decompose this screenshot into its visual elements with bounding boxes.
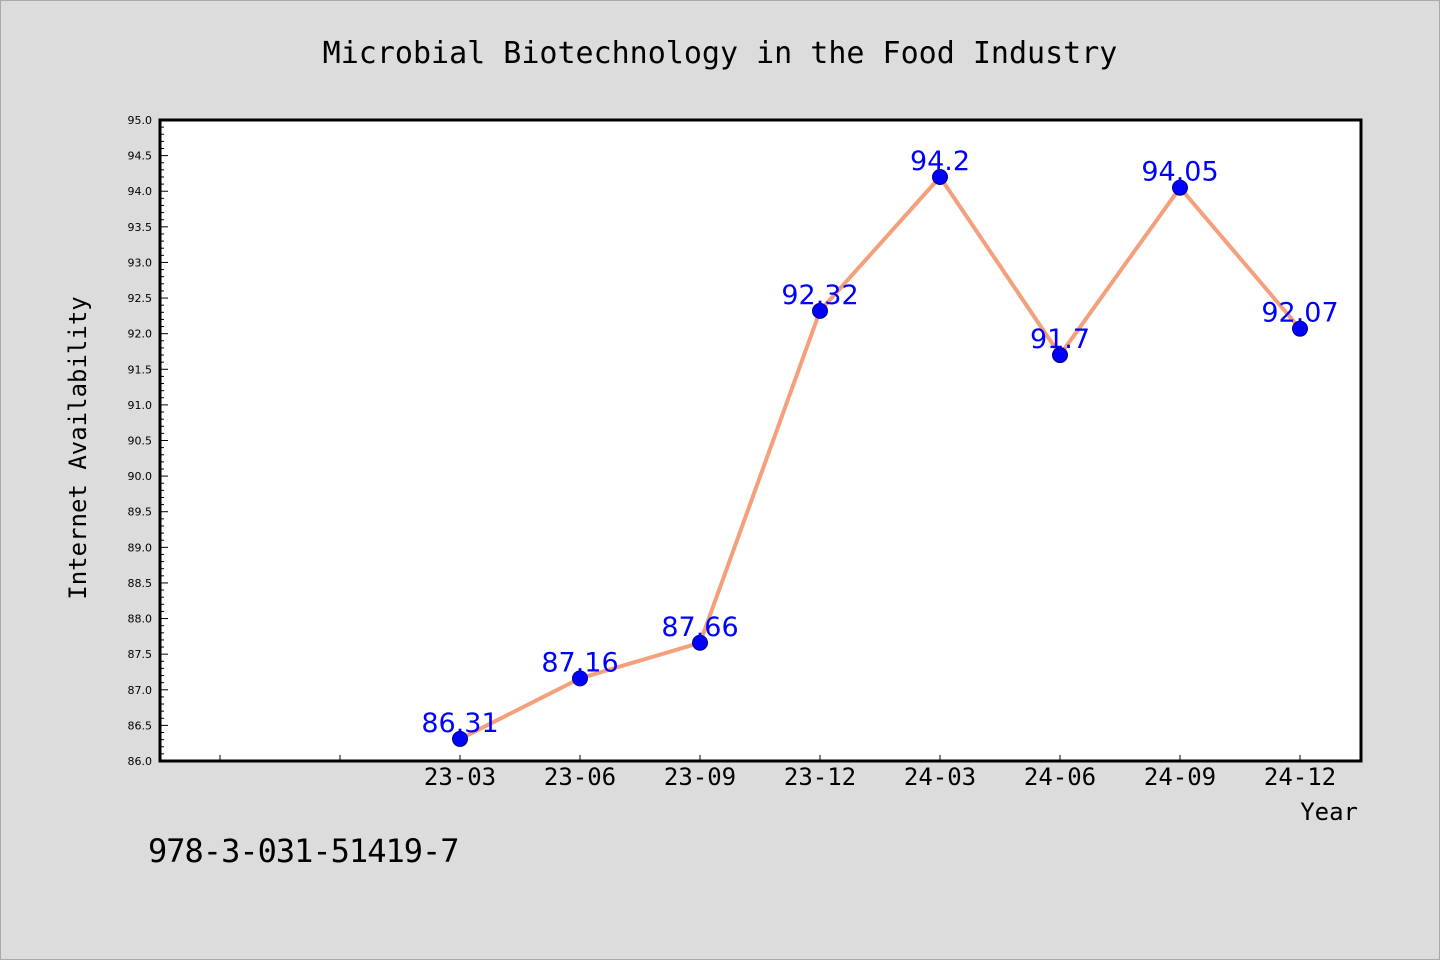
y-tick-label: 89.5 xyxy=(128,506,153,519)
data-label-layer: 86.31 87.16 87.66 92.32 94.2 91.7 94.05 92.07 xyxy=(421,146,1338,739)
data-point-marker xyxy=(1052,347,1068,364)
series-layer xyxy=(452,168,1308,747)
plot-area xyxy=(160,120,1361,761)
data-label: 92.32 xyxy=(781,280,858,311)
y-tick-label: 90.5 xyxy=(128,435,153,448)
y-tick-label: 94.5 xyxy=(128,150,153,163)
y-tick-label: 93.5 xyxy=(128,221,153,234)
y-tick-label: 88.0 xyxy=(128,613,153,626)
x-axis-label: Year xyxy=(1300,798,1358,826)
data-point-marker xyxy=(692,634,708,651)
data-point-marker xyxy=(452,730,468,747)
x-tick-label: 24-06 xyxy=(1024,763,1096,791)
footer-id-text: 978-3-031-51419-7 xyxy=(148,832,460,870)
y-tick-label: 87.5 xyxy=(128,648,153,661)
y-tick-label: 90.0 xyxy=(128,470,153,483)
x-tick-label: 24-12 xyxy=(1264,763,1336,791)
y-tick-label: 92.0 xyxy=(128,328,153,341)
y-tick-label: 89.0 xyxy=(128,541,153,554)
y-tick-label: 91.5 xyxy=(128,363,153,376)
x-tick-label: 23-12 xyxy=(784,763,856,791)
data-point-marker xyxy=(932,168,948,185)
data-label: 87.66 xyxy=(661,612,738,643)
plot-frame xyxy=(158,118,1363,763)
y-tick-labels: 86.0 86.5 87.0 87.5 88.0 88.5 89.0 89.5 90.0 90.5… xyxy=(128,114,153,768)
data-point-marker xyxy=(1172,179,1188,196)
y-tick-label: 86.5 xyxy=(128,719,153,732)
data-label: 94.2 xyxy=(910,146,970,177)
y-tick-label: 94.0 xyxy=(128,185,153,198)
data-label: 91.7 xyxy=(1030,324,1090,355)
x-tick-label: 23-03 xyxy=(424,763,496,791)
data-label: 92.07 xyxy=(1261,298,1338,329)
x-tick-label: 23-06 xyxy=(544,763,616,791)
data-point-marker xyxy=(1292,320,1308,337)
x-tick-label: 24-09 xyxy=(1144,763,1216,791)
x-tick-labels: 23-03 23-06 23-09 23-12 24-03 24-06 24-09 24-12 xyxy=(424,763,1336,791)
y-tick-label: 93.0 xyxy=(128,256,153,269)
x-tick-label: 23-09 xyxy=(664,763,736,791)
series-line xyxy=(459,174,1302,741)
y-tick-label: 91.0 xyxy=(128,399,153,412)
x-tick-label: 24-03 xyxy=(904,763,976,791)
y-tick-label: 87.0 xyxy=(128,684,153,697)
y-tick-label: 92.5 xyxy=(128,292,153,305)
data-point-marker xyxy=(572,670,588,687)
y-tick-label: 86.0 xyxy=(128,755,153,768)
data-label: 94.05 xyxy=(1141,157,1218,188)
chart-title: Microbial Biotechnology in the Food Indu… xyxy=(323,36,1118,71)
data-label: 87.16 xyxy=(541,647,618,678)
data-point-marker xyxy=(812,302,828,319)
y-axis-label: Internet Availability xyxy=(64,296,92,599)
y-tick-label: 95.0 xyxy=(128,114,153,127)
data-label: 86.31 xyxy=(421,708,498,739)
y-tick-label: 88.5 xyxy=(128,577,153,590)
